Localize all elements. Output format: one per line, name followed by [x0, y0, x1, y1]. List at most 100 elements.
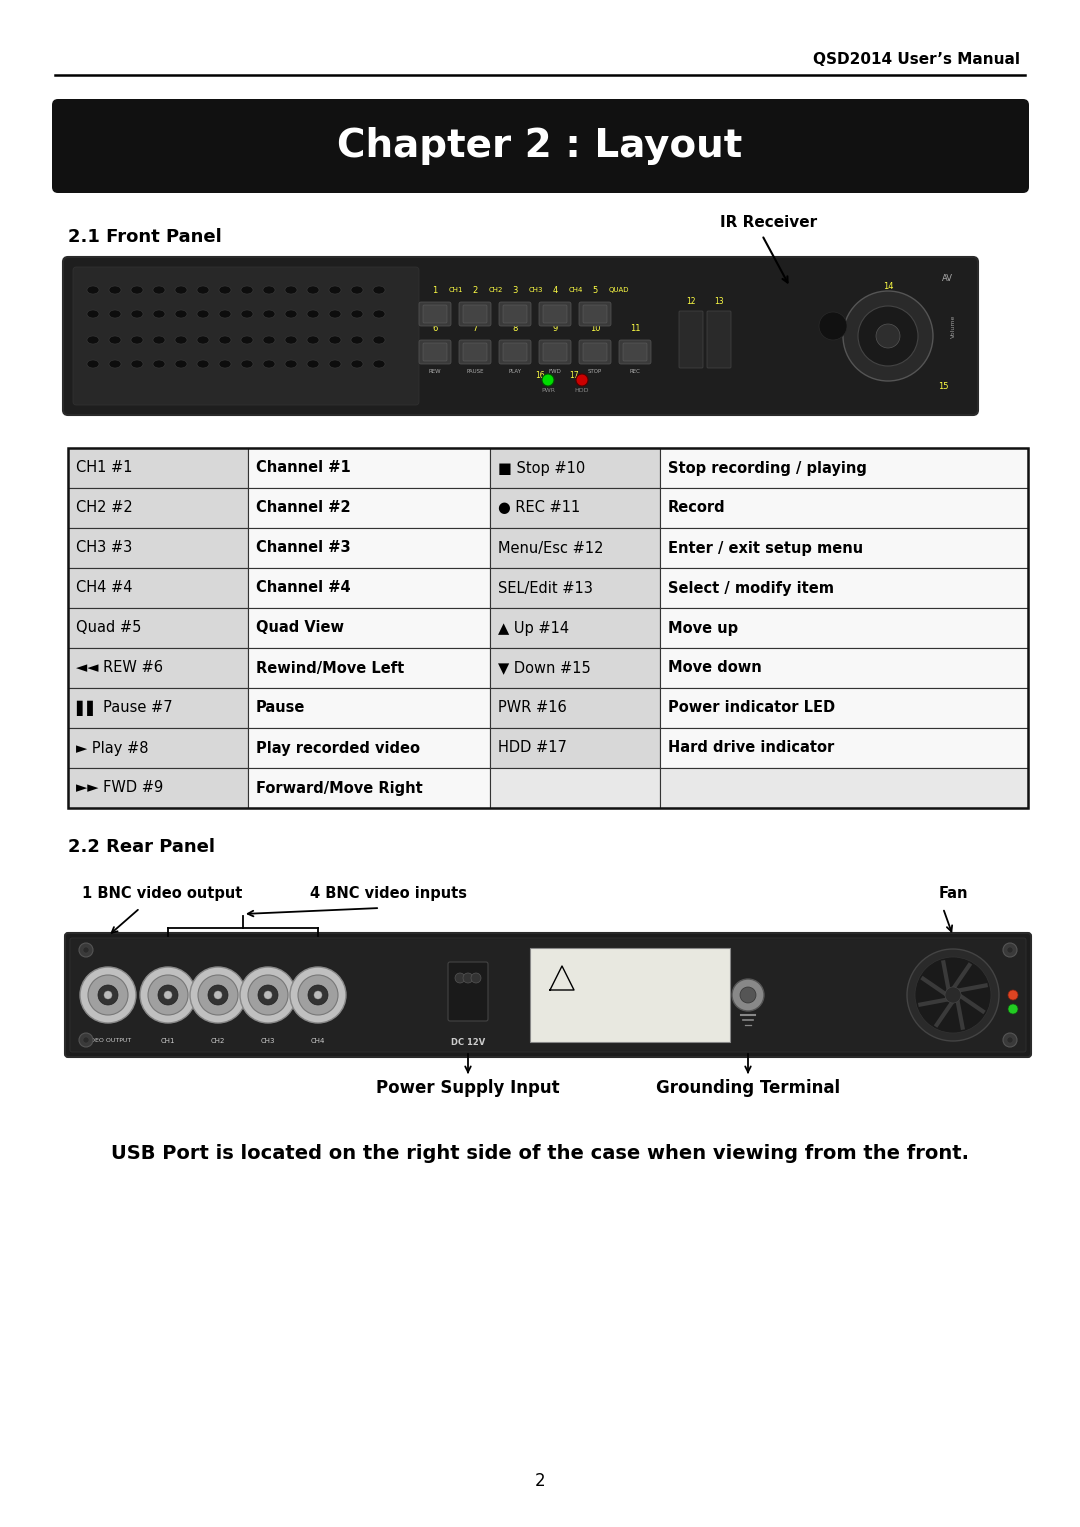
Text: 5: 5 [592, 286, 597, 295]
Bar [248, 528, 490, 568]
Text: 4 BNC video inputs: 4 BNC video inputs [310, 886, 467, 901]
Bar [68, 768, 248, 808]
Text: 6: 6 [432, 324, 437, 333]
Text: ►► FWD #9: ►► FWD #9 [76, 780, 163, 796]
Ellipse shape [219, 360, 231, 368]
Text: REW: REW [429, 370, 442, 374]
Ellipse shape [197, 310, 210, 318]
Ellipse shape [109, 286, 121, 295]
Circle shape [843, 292, 933, 382]
Text: Quad #5: Quad #5 [76, 620, 141, 635]
Circle shape [740, 986, 756, 1003]
Ellipse shape [241, 360, 253, 368]
Text: 13: 13 [714, 296, 724, 305]
Bar [530, 948, 730, 1041]
Bar [68, 689, 248, 728]
Text: Select / modify item: Select / modify item [669, 580, 834, 596]
Bar [660, 447, 1028, 489]
Text: 2: 2 [472, 286, 477, 295]
Bar [490, 489, 660, 528]
Text: DC 12V: DC 12V [450, 1038, 485, 1048]
Circle shape [858, 305, 918, 366]
Ellipse shape [153, 360, 165, 368]
Text: Power Supply Input: Power Supply Input [376, 1080, 559, 1096]
FancyBboxPatch shape [423, 305, 447, 324]
Text: STOP: STOP [588, 370, 603, 374]
Ellipse shape [175, 360, 187, 368]
Circle shape [732, 979, 764, 1011]
Ellipse shape [351, 286, 363, 295]
Text: 2.2 Rear Panel: 2.2 Rear Panel [68, 838, 215, 857]
Text: Forward/Move Right: Forward/Move Right [256, 780, 422, 796]
Ellipse shape [109, 360, 121, 368]
FancyBboxPatch shape [73, 267, 419, 405]
Text: service personnel.: service personnel. [535, 1005, 580, 1009]
Text: Stop recording / playing: Stop recording / playing [669, 461, 867, 475]
Circle shape [876, 324, 900, 348]
Circle shape [140, 967, 195, 1023]
Ellipse shape [153, 336, 165, 344]
Text: CH2: CH2 [489, 287, 503, 293]
Circle shape [79, 944, 93, 957]
Text: ◄◄ REW #6: ◄◄ REW #6 [76, 661, 163, 675]
Circle shape [158, 985, 178, 1005]
Bar [68, 568, 248, 608]
Text: PAUSE: PAUSE [467, 370, 484, 374]
Circle shape [148, 976, 188, 1015]
Circle shape [87, 976, 129, 1015]
Text: USB Port is located on the right side of the case when viewing from the front.: USB Port is located on the right side of… [111, 1144, 969, 1164]
FancyBboxPatch shape [463, 305, 487, 324]
Bar [490, 608, 660, 647]
Bar [248, 489, 490, 528]
Circle shape [83, 947, 89, 953]
Ellipse shape [307, 310, 319, 318]
Ellipse shape [197, 336, 210, 344]
Text: PLAY: PLAY [509, 370, 522, 374]
Text: CH2: CH2 [211, 1038, 226, 1044]
Text: ▼ Down #15: ▼ Down #15 [498, 661, 591, 675]
Bar [68, 447, 248, 489]
Ellipse shape [131, 286, 143, 295]
Circle shape [214, 991, 222, 999]
Ellipse shape [264, 286, 275, 295]
Text: 12: 12 [686, 296, 696, 305]
Ellipse shape [285, 286, 297, 295]
FancyBboxPatch shape [459, 302, 491, 325]
Ellipse shape [175, 336, 187, 344]
Text: REC: REC [630, 370, 640, 374]
Circle shape [240, 967, 296, 1023]
Text: 14: 14 [882, 282, 893, 292]
Text: 4: 4 [552, 286, 557, 295]
Ellipse shape [351, 310, 363, 318]
Text: parts inside. Refer servicing to qualified: parts inside. Refer servicing to qualifi… [535, 999, 633, 1003]
Bar [248, 647, 490, 689]
Circle shape [98, 985, 118, 1005]
Ellipse shape [264, 336, 275, 344]
Text: CH1 #1: CH1 #1 [76, 461, 133, 475]
Text: Grounding Terminal: Grounding Terminal [656, 1080, 840, 1096]
Circle shape [308, 985, 328, 1005]
FancyBboxPatch shape [539, 302, 571, 325]
FancyBboxPatch shape [419, 341, 451, 363]
Circle shape [1003, 1032, 1017, 1048]
Circle shape [1008, 989, 1018, 1000]
FancyBboxPatch shape [583, 344, 607, 360]
Ellipse shape [153, 286, 165, 295]
Circle shape [1003, 944, 1017, 957]
Ellipse shape [373, 286, 384, 295]
Text: 15: 15 [937, 382, 948, 391]
Bar [660, 568, 1028, 608]
Text: 11: 11 [630, 324, 640, 333]
Circle shape [1007, 1037, 1013, 1043]
Text: CH2 #2: CH2 #2 [76, 501, 133, 516]
Text: Volume: Volume [951, 315, 956, 337]
Text: CAUTION: CAUTION [616, 957, 664, 968]
Ellipse shape [219, 336, 231, 344]
Text: AV: AV [942, 273, 953, 282]
Ellipse shape [87, 310, 99, 318]
Text: 17: 17 [569, 371, 579, 380]
Text: 2: 2 [535, 1472, 545, 1490]
Ellipse shape [285, 310, 297, 318]
Bar [660, 608, 1028, 647]
Ellipse shape [285, 336, 297, 344]
